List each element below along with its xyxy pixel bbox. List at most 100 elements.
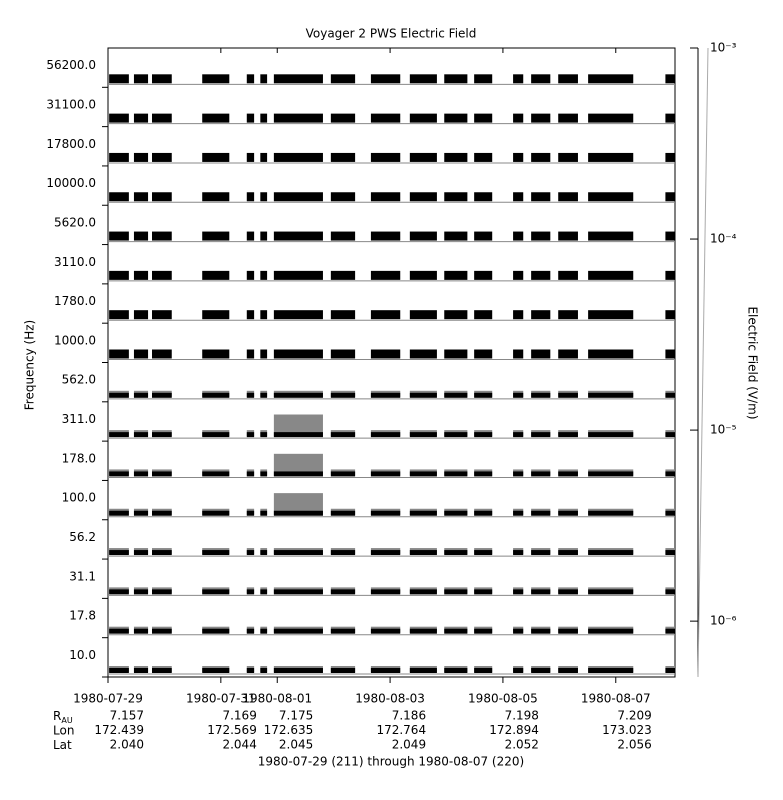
segment: [513, 510, 524, 516]
segment: [444, 668, 468, 673]
segment: [474, 628, 493, 634]
segment: [409, 432, 437, 438]
segment: [273, 510, 323, 516]
ephemeris-value: 2.056: [617, 738, 651, 752]
segment: [513, 668, 524, 673]
segment-envelope: [273, 493, 323, 515]
channel-label: 17.8: [69, 609, 96, 623]
segment: [202, 152, 230, 162]
x-tick-label: 1980-07-29: [73, 692, 143, 706]
segment: [513, 152, 524, 162]
segment: [558, 152, 578, 162]
segment: [246, 550, 255, 556]
segment: [202, 231, 230, 241]
segment: [152, 310, 172, 320]
segment: [531, 74, 551, 84]
channel-label: 178.0: [62, 451, 96, 465]
segment: [273, 349, 323, 359]
segment: [133, 310, 149, 320]
segment: [513, 628, 524, 634]
segment: [133, 550, 149, 556]
segment: [330, 668, 356, 673]
segment: [474, 392, 493, 398]
ephemeris-value: 172.569: [207, 723, 257, 737]
segment: [152, 668, 172, 673]
segment: [202, 270, 230, 280]
segment: [444, 589, 468, 595]
segment: [474, 471, 493, 477]
segment: [109, 510, 129, 516]
segment: [246, 510, 255, 516]
segment: [409, 152, 437, 162]
x-axis-label: 1980-07-29 (211) through 1980-08-07 (220…: [258, 755, 524, 769]
segment: [370, 668, 401, 673]
channel-label: 56.2: [69, 530, 96, 544]
segment: [152, 113, 172, 123]
segment: [588, 349, 634, 359]
segment: [474, 510, 493, 516]
segment: [202, 74, 230, 84]
channel-label: 311.0: [62, 412, 96, 426]
segment: [202, 392, 230, 398]
segment: [202, 349, 230, 359]
segment: [531, 432, 551, 438]
segment: [109, 668, 129, 673]
segment: [260, 152, 268, 162]
segment: [513, 231, 524, 241]
segment: [531, 310, 551, 320]
segment: [513, 471, 524, 477]
segment: [246, 74, 255, 84]
ephemeris-value: 173.023: [602, 723, 652, 737]
segment: [409, 392, 437, 398]
segment: [370, 270, 401, 280]
channel-label: 100.0: [62, 491, 96, 505]
ephemeris-name: Lat: [53, 738, 72, 752]
ephemeris-value: 7.186: [392, 709, 426, 723]
channel-label: 562.0: [62, 373, 96, 387]
ephemeris-value: 172.635: [264, 723, 314, 737]
segment: [558, 668, 578, 673]
segment-envelope: [273, 453, 323, 476]
segment: [444, 192, 468, 202]
segment: [330, 628, 356, 634]
segment: [513, 74, 524, 84]
segment: [588, 589, 634, 595]
segment-envelope: [273, 414, 323, 437]
segment: [330, 310, 356, 320]
segment: [246, 231, 255, 241]
segment: [273, 392, 323, 398]
channel-label: 10.0: [69, 648, 96, 662]
ephemeris-value: 2.044: [222, 738, 256, 752]
segment: [531, 510, 551, 516]
segment: [513, 432, 524, 438]
ephemeris-name-main: R: [53, 709, 61, 723]
segment: [444, 231, 468, 241]
segment: [109, 231, 129, 241]
segment: [152, 392, 172, 398]
segment: [474, 270, 493, 280]
segment: [202, 471, 230, 477]
segment: [370, 432, 401, 438]
segment: [273, 231, 323, 241]
ephemeris-name-main: Lat: [53, 738, 72, 752]
segment: [152, 550, 172, 556]
segment: [513, 310, 524, 320]
segment: [474, 152, 493, 162]
segment: [474, 113, 493, 123]
segment: [665, 192, 675, 202]
ephemeris-value: 7.175: [279, 709, 313, 723]
segment: [531, 668, 551, 673]
segment: [109, 349, 129, 359]
segment: [246, 152, 255, 162]
segment: [330, 113, 356, 123]
channel-label: 5620.0: [54, 215, 96, 229]
segment: [531, 349, 551, 359]
segment: [665, 589, 675, 595]
ephemeris-value: 172.894: [489, 723, 539, 737]
segment: [330, 432, 356, 438]
segment: [260, 668, 268, 673]
segment: [133, 432, 149, 438]
segment: [474, 310, 493, 320]
ephemeris-value: 2.040: [110, 738, 144, 752]
segment: [558, 192, 578, 202]
